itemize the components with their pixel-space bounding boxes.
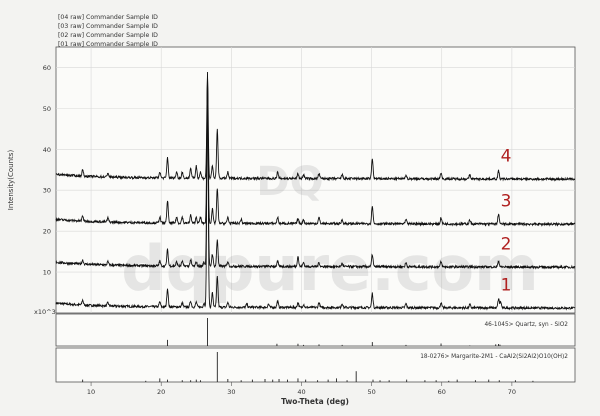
series-4-label: 4 bbox=[501, 147, 512, 167]
x-tick-label: 50 bbox=[367, 388, 375, 396]
legend: [04 raw] Commander Sample ID [03 raw] Co… bbox=[58, 14, 158, 48]
watermark-bottom: dqpure.com bbox=[121, 232, 538, 305]
x-axis-ticks: 10 20 30 40 50 60 70 bbox=[87, 382, 516, 396]
series-4-line bbox=[55, 75, 576, 182]
x-tick-label: 40 bbox=[297, 388, 305, 396]
x-tick-label: 70 bbox=[508, 388, 516, 396]
reference-panel-quartz bbox=[55, 313, 576, 347]
legend-entry-02: [02 raw] Commander Sample ID bbox=[58, 32, 158, 39]
main-plot-frame bbox=[55, 46, 576, 314]
x-tick-label: 60 bbox=[438, 388, 446, 396]
y-tick-label: 40 bbox=[43, 146, 51, 154]
legend-entry-03: [03 raw] Commander Sample ID bbox=[58, 23, 158, 30]
reference-sticks bbox=[82, 318, 534, 382]
series-2-line bbox=[55, 82, 576, 270]
series-2-label: 2 bbox=[501, 235, 512, 255]
y-axis-label: Intensity(Counts) bbox=[7, 150, 15, 211]
y-tick-label: 20 bbox=[43, 228, 51, 236]
y-multiplier-label: x10^3 bbox=[34, 308, 56, 316]
x-axis-label: Two-Theta (deg) bbox=[281, 397, 349, 406]
watermark: DQ dqpure.com bbox=[121, 159, 538, 305]
series-3-label: 3 bbox=[501, 192, 512, 212]
reference-panel-margarite bbox=[55, 347, 576, 383]
series-3-line bbox=[55, 85, 576, 227]
x-tick-label: 30 bbox=[227, 388, 235, 396]
y-tick-label: 30 bbox=[43, 187, 51, 195]
series-labels: 1 2 3 4 bbox=[501, 147, 512, 296]
y-tick-label: 50 bbox=[43, 105, 51, 113]
legend-entry-01: [01 raw] Commander Sample ID bbox=[58, 41, 158, 48]
reference-label-margarite: 18-0276> Margarite-2M1 - CaAl2(Si2Al2)O1… bbox=[420, 354, 568, 360]
x-tick-label: 20 bbox=[157, 388, 165, 396]
series-group bbox=[55, 72, 576, 311]
y-axis-ticks: 10 20 30 40 50 60 bbox=[43, 64, 51, 277]
series-1-label: 1 bbox=[501, 275, 512, 295]
y-tick-label: 60 bbox=[43, 64, 51, 72]
reference-label-quartz: 46-1045> Quartz, syn - SiO2 bbox=[484, 322, 568, 328]
x-tick-label: 10 bbox=[87, 388, 95, 396]
series-1-line bbox=[55, 72, 576, 311]
y-tick-label: 10 bbox=[43, 269, 51, 277]
watermark-top: DQ bbox=[256, 159, 323, 205]
legend-entry-04: [04 raw] Commander Sample ID bbox=[58, 14, 158, 21]
